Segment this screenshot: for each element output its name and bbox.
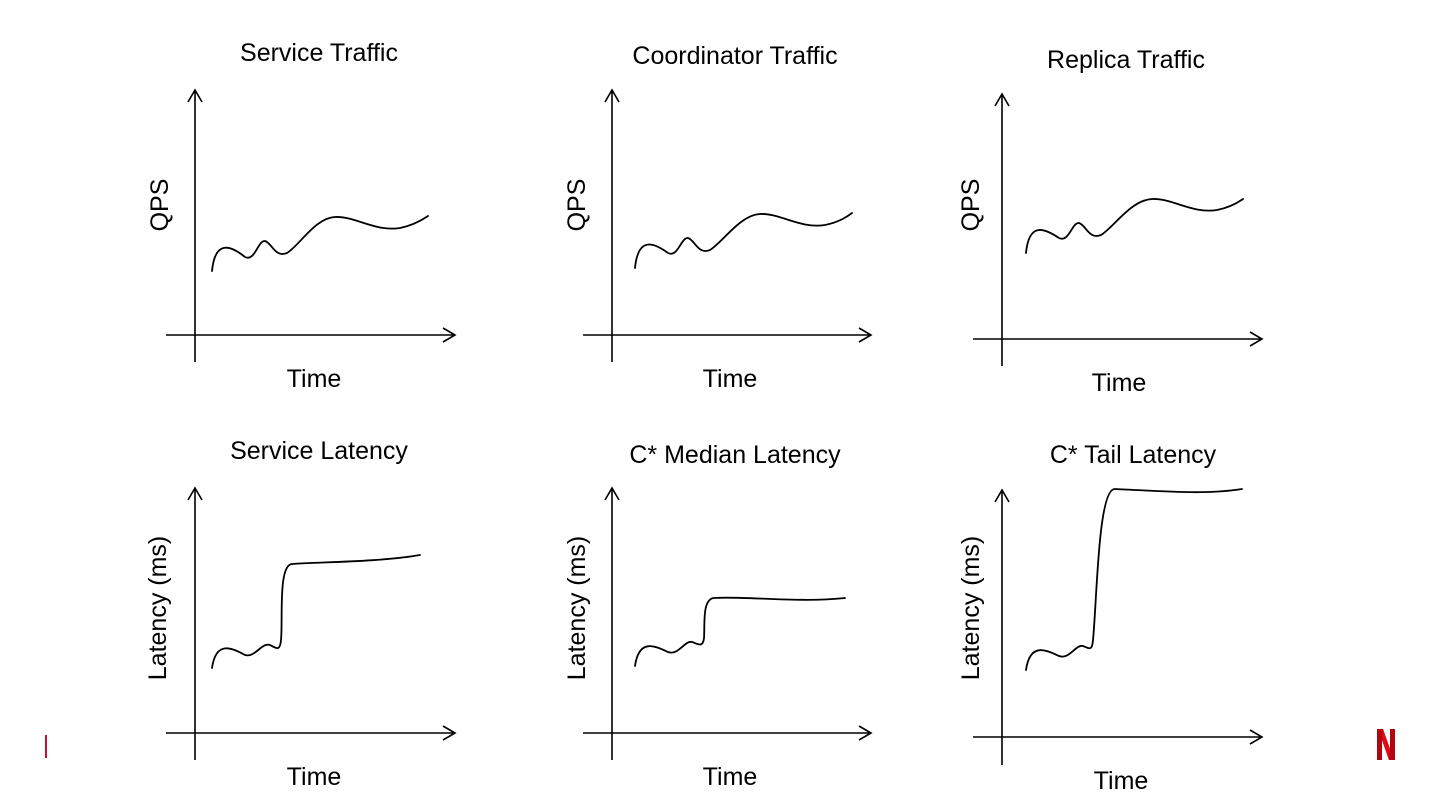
x-axis-label: Time bbox=[287, 365, 342, 393]
y-axis-label: Latency (ms) bbox=[144, 536, 172, 680]
x-axis bbox=[973, 331, 1264, 347]
netflix-logo bbox=[1377, 729, 1395, 760]
y-axis bbox=[187, 486, 203, 760]
traffic-curve bbox=[1025, 198, 1244, 254]
y-axis bbox=[994, 92, 1010, 366]
chart-title: C* Median Latency bbox=[629, 441, 841, 469]
chart-title: Service Traffic bbox=[240, 39, 398, 67]
x-axis bbox=[166, 725, 457, 741]
chart-title: Service Latency bbox=[230, 437, 408, 465]
y-axis bbox=[604, 88, 620, 362]
traffic-curve bbox=[634, 212, 853, 269]
x-axis bbox=[166, 327, 457, 343]
x-axis bbox=[583, 725, 873, 741]
y-axis bbox=[994, 488, 1010, 765]
x-axis bbox=[973, 729, 1264, 745]
y-axis-label: QPS bbox=[957, 179, 985, 232]
y-axis bbox=[604, 486, 620, 760]
x-axis-label: Time bbox=[1094, 767, 1149, 795]
y-axis-label: QPS bbox=[563, 179, 591, 232]
latency-curve bbox=[634, 596, 846, 667]
y-axis bbox=[187, 88, 203, 362]
x-axis-label: Time bbox=[703, 365, 758, 393]
chart-title: C* Tail Latency bbox=[1050, 441, 1217, 469]
x-axis-label: Time bbox=[1092, 369, 1147, 397]
y-axis-label: QPS bbox=[146, 179, 174, 232]
x-axis-label: Time bbox=[703, 763, 758, 791]
chart-median-latency: C* Median Latency Latency (ms) Time bbox=[563, 441, 873, 791]
chart-title: Coordinator Traffic bbox=[632, 42, 837, 70]
y-axis-label: Latency (ms) bbox=[957, 536, 985, 680]
red-accent-bar bbox=[45, 735, 47, 758]
chart-coordinator-traffic: Coordinator Traffic QPS Time bbox=[563, 42, 873, 393]
y-axis-label: Latency (ms) bbox=[563, 536, 591, 680]
chart-service-latency: Service Latency Latency (ms) Time bbox=[144, 437, 457, 791]
traffic-curve bbox=[211, 215, 429, 272]
latency-curve bbox=[211, 554, 421, 669]
x-axis bbox=[583, 327, 873, 343]
chart-title: Replica Traffic bbox=[1047, 46, 1205, 74]
chart-replica-traffic: Replica Traffic QPS Time bbox=[957, 46, 1264, 397]
chart-service-traffic: Service Traffic QPS Time bbox=[146, 39, 457, 393]
latency-curve bbox=[1025, 488, 1243, 671]
chart-tail-latency: C* Tail Latency Latency (ms) Time bbox=[957, 441, 1264, 795]
x-axis-label: Time bbox=[287, 763, 342, 791]
